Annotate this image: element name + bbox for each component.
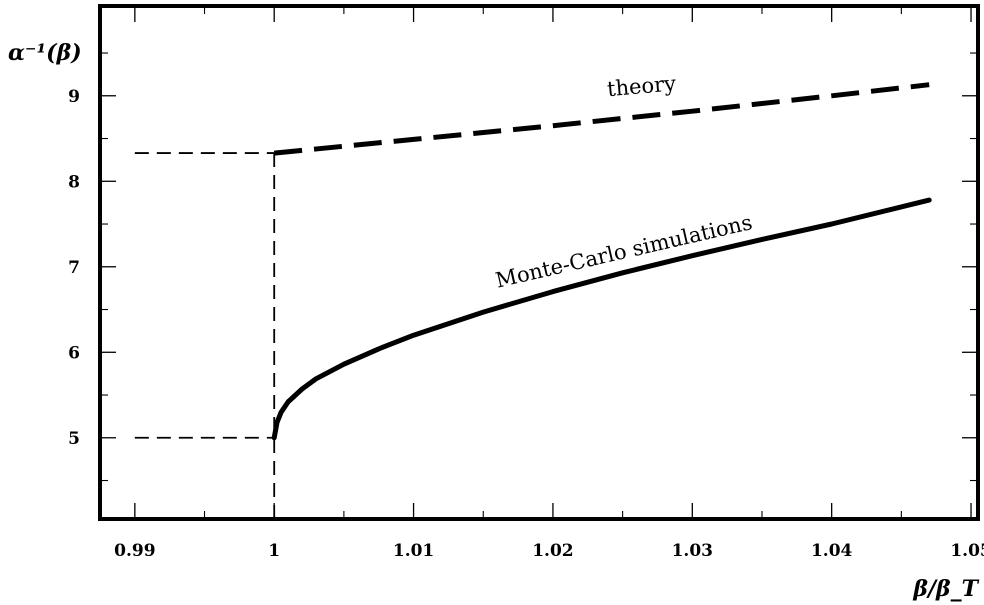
x-tick-label: 0.99 bbox=[114, 541, 155, 561]
y-tick-label: 8 bbox=[68, 172, 80, 192]
x-tick-label: 1 bbox=[268, 541, 280, 561]
reference-lines bbox=[134, 152, 276, 519]
y-tick-label: 7 bbox=[68, 258, 80, 278]
x-tick-label: 1.01 bbox=[393, 541, 434, 561]
x-tick-label: 1.02 bbox=[532, 541, 573, 561]
major-ticks bbox=[100, 6, 978, 519]
x-tick-label: 1.05 bbox=[950, 541, 984, 561]
tick-labels: 0.99 1 1.01 1.02 1.03 1.04 1.05 5 6 7 8 9 bbox=[68, 87, 984, 561]
y-tick-label: 5 bbox=[68, 429, 80, 449]
x-tick-label: 1.04 bbox=[811, 541, 853, 561]
series-annotation: theory bbox=[606, 71, 677, 101]
monte-carlo-line bbox=[271, 197, 932, 441]
plot-frame bbox=[98, 4, 980, 521]
x-tick-label: 1.03 bbox=[672, 541, 713, 561]
y-tick-label: 9 bbox=[68, 87, 80, 107]
y-axis-label: α⁻¹(β) bbox=[8, 40, 82, 66]
x-axis-label: β/β_T bbox=[912, 576, 979, 602]
theory-line bbox=[273, 82, 930, 156]
series-lines bbox=[271, 82, 932, 441]
y-tick-label: 6 bbox=[68, 343, 80, 363]
